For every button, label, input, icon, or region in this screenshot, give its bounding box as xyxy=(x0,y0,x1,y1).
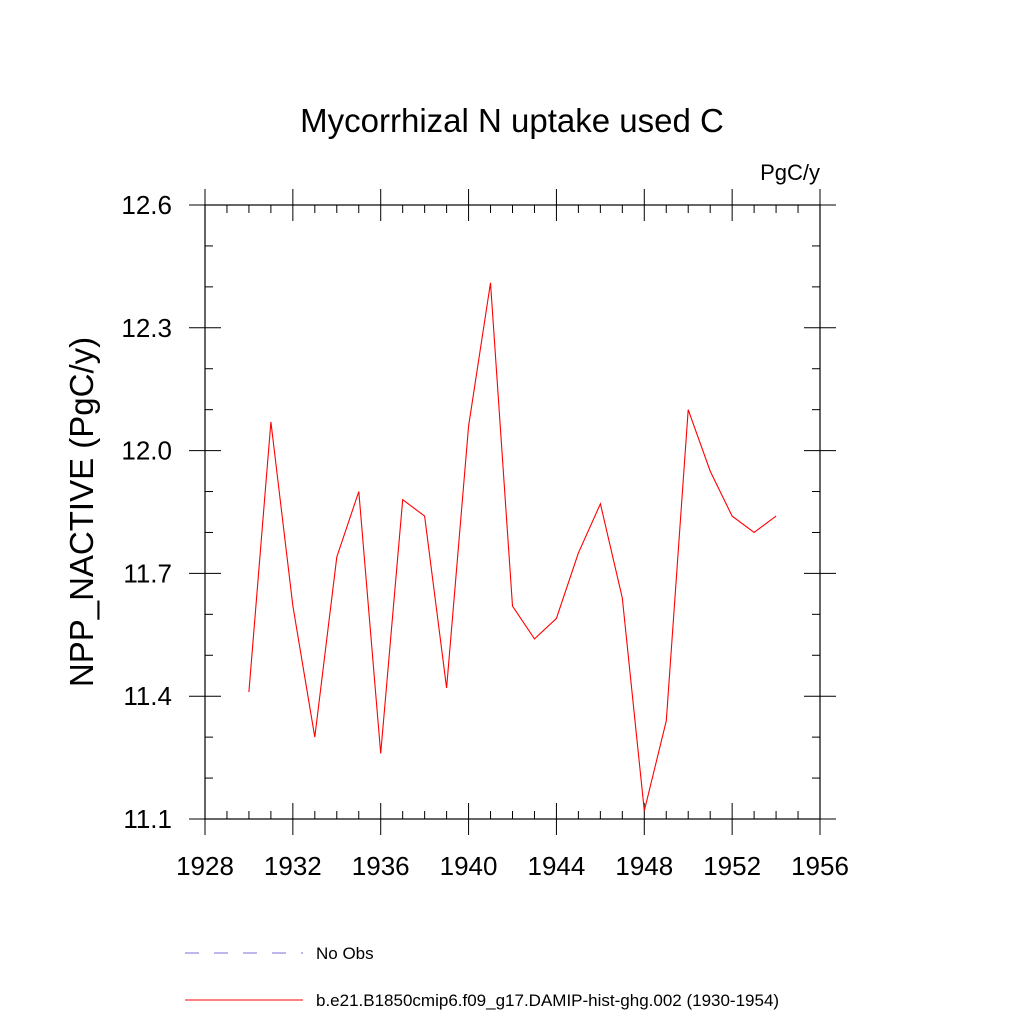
x-tick-label: 1952 xyxy=(703,851,761,881)
y-tick-label: 11.4 xyxy=(123,681,172,711)
y-tick-label: 12.0 xyxy=(121,436,172,466)
y-tick-label: 12.3 xyxy=(121,313,172,343)
legend-label: b.e21.B1850cmip6.f09_g17.DAMIP-hist-ghg.… xyxy=(316,991,779,1010)
y-axis-label: NPP_NACTIVE (PgC/y) xyxy=(63,337,100,687)
x-tick-label: 1956 xyxy=(791,851,849,881)
units-label: PgC/y xyxy=(760,160,820,185)
x-tick-label: 1928 xyxy=(176,851,234,881)
x-tick-label: 1944 xyxy=(528,851,586,881)
plot-frame xyxy=(204,204,821,820)
y-tick-label: 12.6 xyxy=(121,190,172,220)
series-line xyxy=(248,282,777,811)
legend-label: No Obs xyxy=(316,944,374,963)
axis-ticks xyxy=(189,189,836,835)
legend: No Obs b.e21.B1850cmip6.f09_g17.DAMIP-his… xyxy=(185,944,779,1010)
x-tick-label: 1940 xyxy=(440,851,498,881)
y-tick-label: 11.7 xyxy=(123,558,172,588)
y-tick-label: 11.1 xyxy=(123,804,172,834)
x-tick-label: 1948 xyxy=(615,851,673,881)
data-series xyxy=(248,282,777,811)
x-tick-label: 1936 xyxy=(352,851,410,881)
x-tick-label: 1932 xyxy=(264,851,322,881)
tick-labels: 1928 1932 1936 1940 1944 1948 1952 1956 11.1 11.4… xyxy=(121,190,849,881)
chart-title: Mycorrhizal N uptake used C xyxy=(300,102,724,139)
